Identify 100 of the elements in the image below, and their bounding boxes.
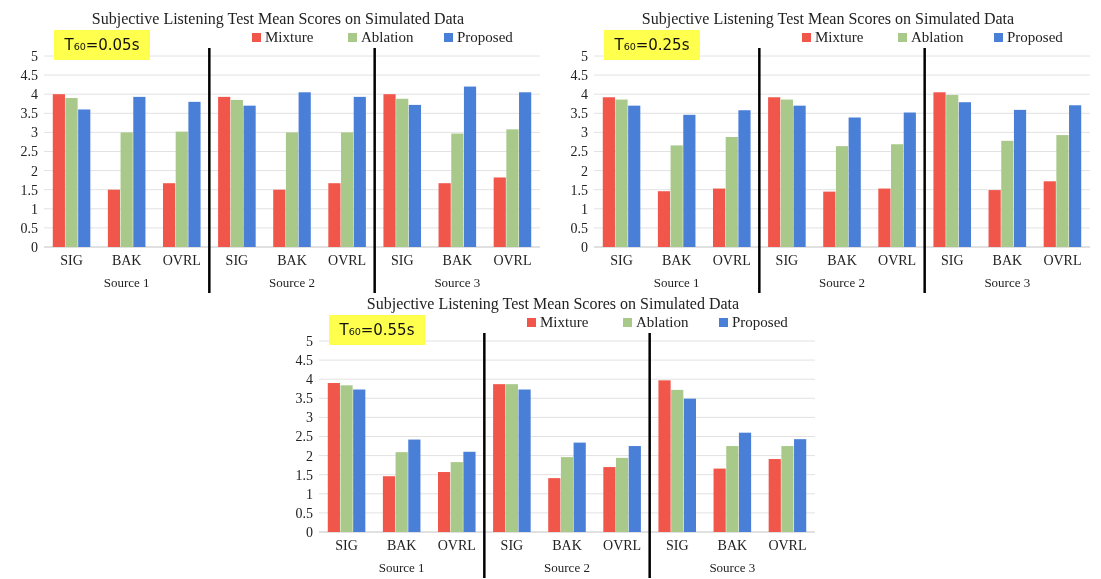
bar <box>505 384 518 532</box>
bar <box>188 101 201 247</box>
bar <box>726 446 739 532</box>
bar <box>573 442 586 532</box>
y-tick-label: 0 <box>581 239 588 255</box>
y-tick-label: 1.5 <box>295 467 313 483</box>
bar <box>823 191 836 247</box>
x-tick-label: BAK <box>827 253 857 268</box>
y-tick-label: 2.5 <box>570 144 588 160</box>
bar <box>671 389 684 532</box>
legend-label: Mixture <box>815 29 864 45</box>
bar <box>548 478 561 532</box>
bar <box>353 389 366 532</box>
bar <box>243 105 256 247</box>
bar <box>560 457 574 532</box>
y-tick-label: 4 <box>306 372 313 388</box>
bar <box>218 96 231 247</box>
x-tick-label: OVRL <box>603 538 642 553</box>
y-tick-label: 2.5 <box>20 144 38 160</box>
x-tick-label: SIG <box>60 253 83 268</box>
bar <box>848 117 861 247</box>
x-tick-label: SIG <box>665 538 689 553</box>
y-tick-label: 1 <box>581 201 588 217</box>
bar <box>327 383 340 532</box>
y-tick-label: 3.5 <box>20 106 38 122</box>
x-tick-label: BAK <box>111 253 142 268</box>
source-note: Source 3 <box>709 560 756 575</box>
text: T₆₀=0.05s <box>63 36 140 54</box>
legend-label: Ablation <box>636 314 689 330</box>
chart-title: Subjective Listening Test Mean Scores on Simulated Data <box>91 10 465 28</box>
x-tick-label: SIG <box>335 538 358 553</box>
x-tick-label: BAK <box>442 253 473 268</box>
bar <box>408 439 421 532</box>
bar <box>891 144 904 247</box>
bar <box>958 102 971 247</box>
bar <box>946 94 959 247</box>
source-note: Source 2 <box>819 275 865 290</box>
bar <box>670 145 683 247</box>
x-tick-label: SIG <box>500 538 524 553</box>
bar <box>683 398 696 532</box>
x-tick-label: OVRL <box>768 538 807 553</box>
bar <box>493 177 506 247</box>
bar <box>1001 140 1014 247</box>
legend-label: Proposed <box>732 314 789 330</box>
bar <box>768 459 781 532</box>
bar <box>396 98 409 247</box>
bar <box>163 183 176 247</box>
bar <box>933 92 946 247</box>
bar <box>493 384 506 532</box>
bar <box>725 136 738 247</box>
x-tick-label: BAK <box>717 538 748 553</box>
source-note: Source 1 <box>653 275 700 290</box>
bar <box>780 99 793 247</box>
y-tick-label: 3 <box>306 410 313 426</box>
bar <box>107 189 121 247</box>
bar <box>713 468 726 532</box>
bar <box>341 132 354 247</box>
bar <box>1056 135 1069 247</box>
y-tick-label: 2 <box>581 163 588 179</box>
legend-label: Mixture <box>540 314 589 330</box>
y-tick-label: 4 <box>31 87 38 103</box>
bar <box>781 446 794 532</box>
y-tick-label: 0 <box>31 239 38 255</box>
y-tick-label: 4 <box>581 87 588 103</box>
source-note: Source 1 <box>103 275 150 290</box>
bar <box>518 389 531 532</box>
x-tick-label: SIG <box>225 253 249 268</box>
y-tick-label: 1.5 <box>570 182 588 198</box>
y-tick-label: 3 <box>581 125 588 141</box>
bar <box>383 94 396 247</box>
text: T₆₀=0.55s <box>338 321 415 339</box>
x-tick-label: SIG <box>775 253 799 268</box>
y-tick-label: 0.5 <box>570 220 588 236</box>
bar <box>628 105 641 247</box>
bar <box>794 439 807 532</box>
y-tick-label: 3 <box>31 125 38 141</box>
bar <box>793 105 806 247</box>
bar <box>328 183 341 247</box>
bar <box>615 99 628 247</box>
bar <box>273 189 286 247</box>
x-tick-label: OVRL <box>437 538 476 553</box>
bar <box>506 129 519 247</box>
x-tick-label: BAK <box>992 253 1023 268</box>
x-tick-label: OVRL <box>712 253 751 268</box>
x-tick-label: OVRL <box>162 253 201 268</box>
source-note: Source 1 <box>378 560 425 575</box>
x-tick-label: OVRL <box>493 253 532 268</box>
bar <box>713 188 726 247</box>
bar <box>616 457 629 532</box>
x-tick-label: SIG <box>940 253 964 268</box>
bar <box>175 131 188 247</box>
bar <box>133 96 146 247</box>
bar <box>519 92 532 247</box>
x-tick-label: OVRL <box>1043 253 1082 268</box>
y-tick-label: 3.5 <box>570 106 588 122</box>
y-tick-label: 4.5 <box>20 68 38 83</box>
y-tick-label: 0.5 <box>295 505 313 521</box>
bar <box>382 476 396 532</box>
x-tick-label: SIG <box>390 253 414 268</box>
y-tick-label: 2 <box>31 163 38 179</box>
